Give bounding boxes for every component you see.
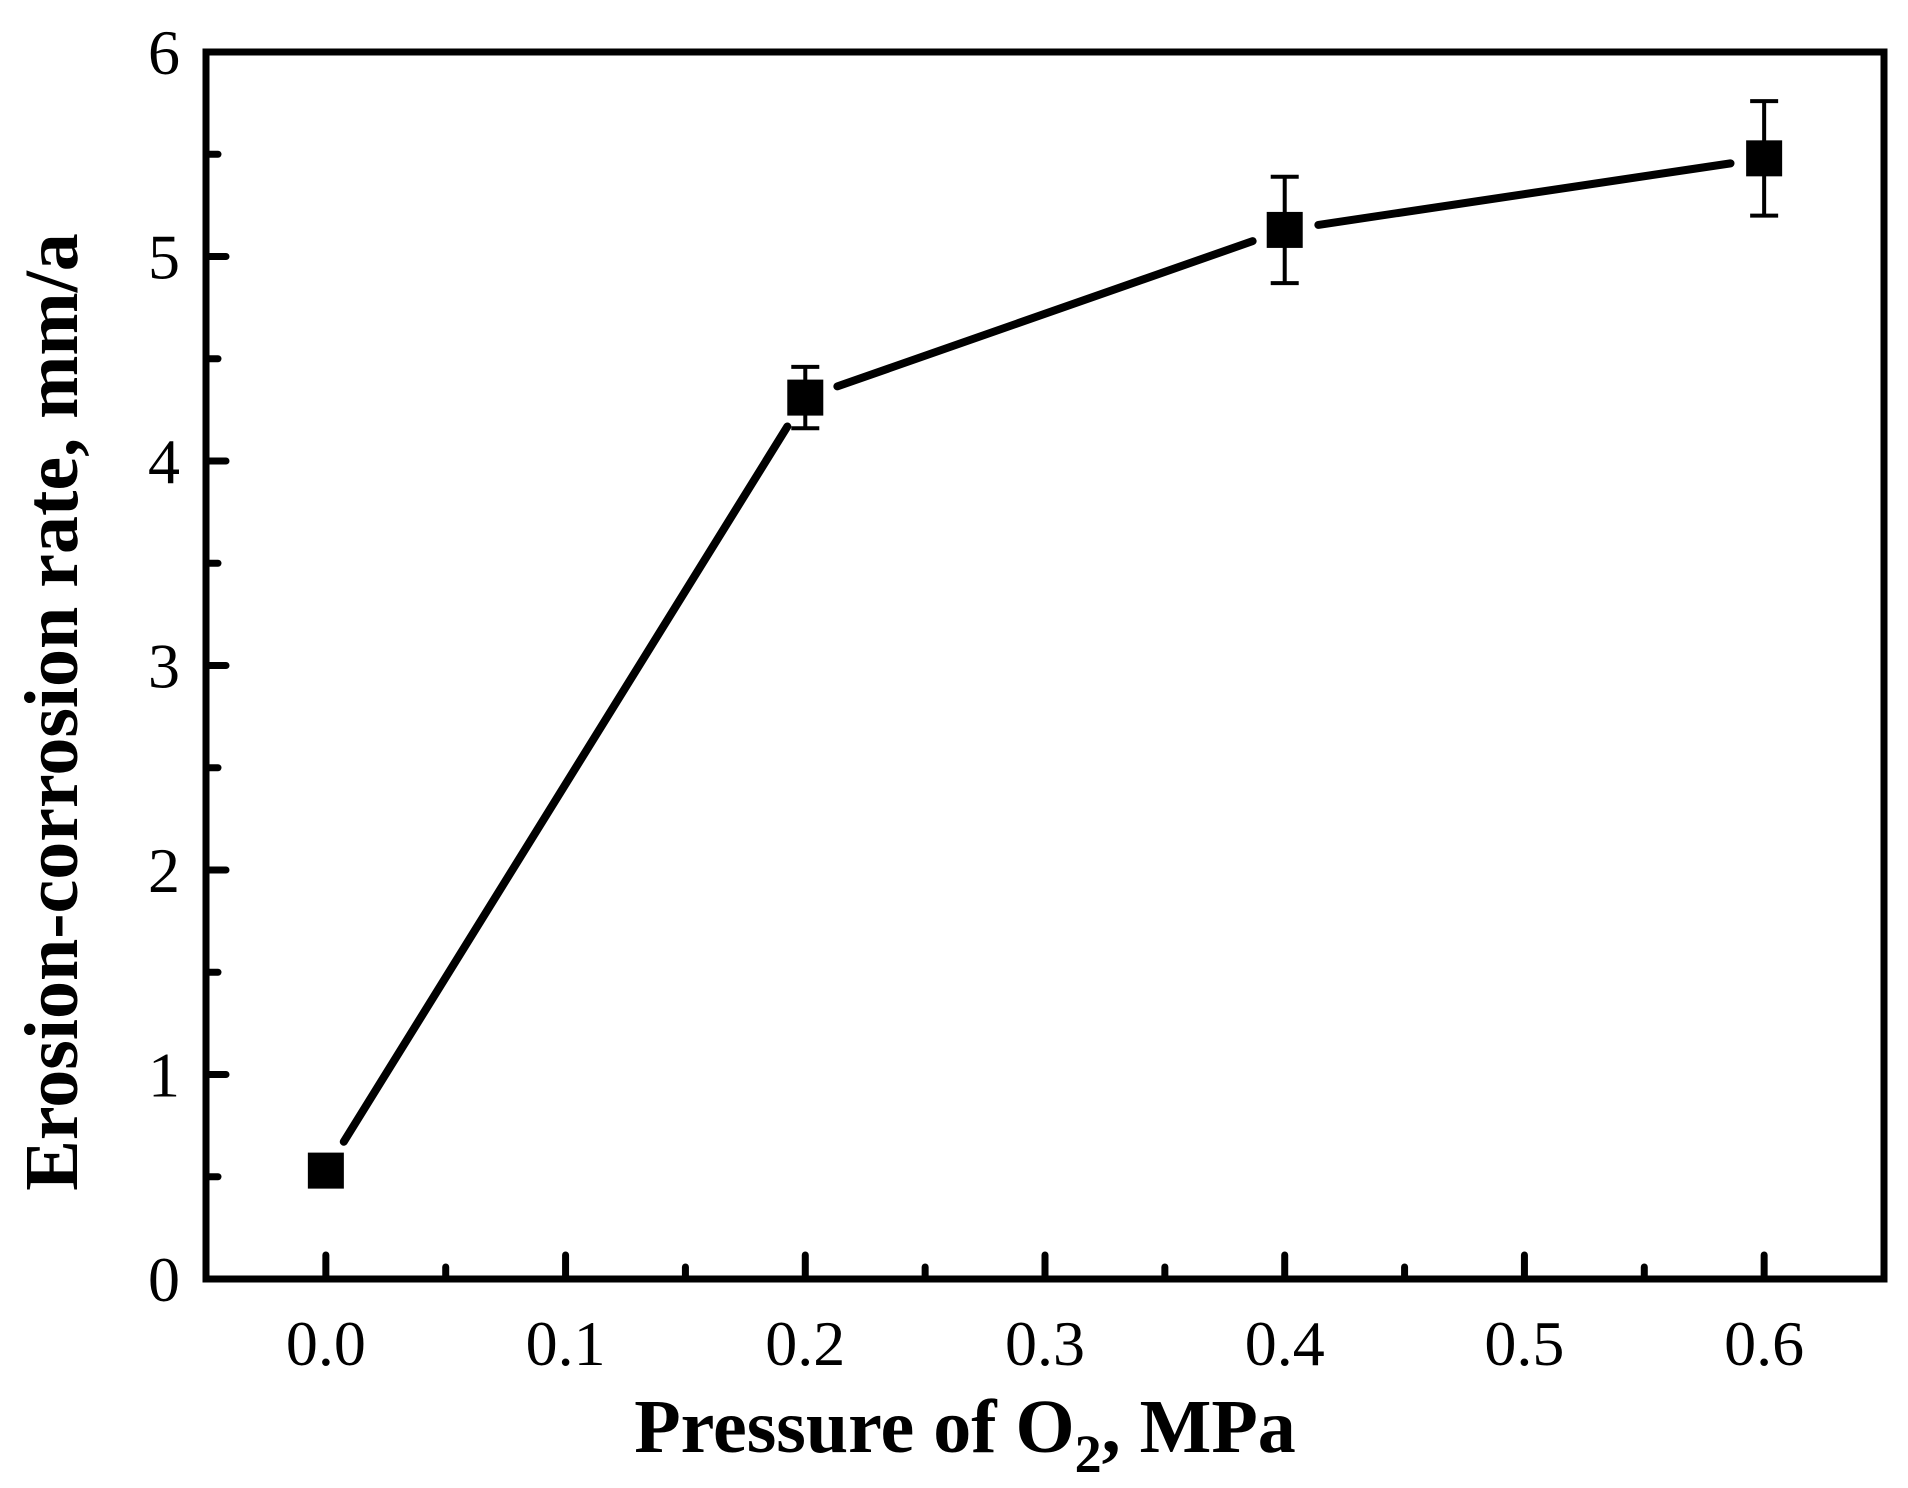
plot-frame [202, 48, 1888, 1283]
y-axis-title: Erosion-corrosion rate, mm/a [10, 233, 94, 1191]
x-tick-label: 0.4 [1245, 1308, 1325, 1379]
y-tick-label: 6 [148, 17, 180, 88]
x-tick-label: 0.1 [526, 1308, 606, 1379]
x-tick-label: 0.3 [1005, 1308, 1085, 1379]
x-tick-label: 0.6 [1724, 1308, 1804, 1379]
data-point-marker [307, 1152, 344, 1189]
y-tick-label: 5 [148, 222, 180, 293]
x-axis-title-suffix: , MPa [1102, 1385, 1296, 1469]
series-line-segment [1314, 159, 1735, 229]
x-axis-title: Pressure of O2, MPa [634, 1385, 1296, 1484]
data-point-marker [1746, 140, 1783, 177]
y-tick-label: 3 [148, 631, 180, 702]
series-line-segment [833, 237, 1257, 391]
minor-ticks [202, 150, 1648, 1283]
error-bars [311, 99, 1779, 1177]
x-axis-title-subscript: 2 [1075, 1424, 1102, 1484]
y-tick-label: 4 [148, 426, 180, 497]
x-tick-labels: 0.0 0.1 0.2 0.3 0.4 0.5 0.6 [286, 1308, 1804, 1379]
x-tick-label: 0.0 [286, 1308, 366, 1379]
x-tick-label: 0.5 [1484, 1308, 1564, 1379]
markers [307, 140, 1783, 1189]
y-tick-label: 1 [148, 1040, 180, 1111]
series-line-group [339, 159, 1735, 1146]
y-tick-label: 0 [148, 1244, 180, 1315]
y-tick-labels: 0 1 2 3 4 5 6 [148, 17, 180, 1315]
x-tick-label: 0.2 [765, 1308, 845, 1379]
data-point-marker [1266, 211, 1303, 248]
major-ticks [202, 48, 1768, 1283]
series-line-segment [339, 422, 792, 1146]
x-axis-title-main: Pressure of O [634, 1385, 1074, 1469]
data-point-marker [787, 379, 824, 416]
y-tick-label: 2 [148, 835, 180, 906]
